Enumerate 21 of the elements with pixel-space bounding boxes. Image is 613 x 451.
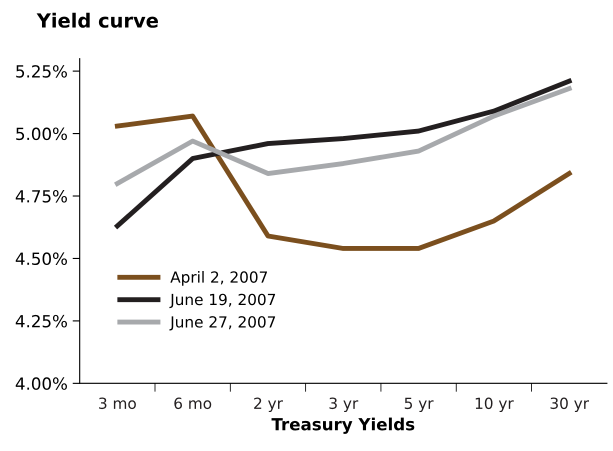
- x-tick-label: 2 yr: [254, 398, 283, 412]
- y-tick-label: 4.00%: [16, 377, 67, 390]
- y-tick-label: 4.75%: [16, 190, 67, 203]
- legend-label: April 2, 2007: [170, 271, 267, 286]
- x-tick-label: 5 yr: [404, 398, 434, 412]
- line-series: [114, 86, 572, 186]
- line-series: [114, 78, 572, 228]
- y-tick-label: 4.25%: [16, 314, 67, 328]
- x-tick-label: 3 yr: [329, 398, 358, 412]
- chart-title: Yield curve: [36, 12, 158, 28]
- x-tick-label: 30 yr: [550, 398, 590, 412]
- y-tick-label: 4.50%: [16, 252, 67, 266]
- x-tick-label: 3 mo: [99, 398, 136, 410]
- y-tick-label: 5.00%: [16, 128, 67, 140]
- x-tick-label: 10 yr: [476, 398, 514, 412]
- line-series: [114, 114, 572, 251]
- legend-label: June 19, 2007: [169, 294, 276, 308]
- legend-label: June 27, 2007: [169, 316, 276, 331]
- x-tick-label: 6 mo: [174, 398, 212, 410]
- x-axis-title: Treasury Yields: [272, 418, 414, 434]
- y-tick-label: 5.25%: [16, 65, 67, 78]
